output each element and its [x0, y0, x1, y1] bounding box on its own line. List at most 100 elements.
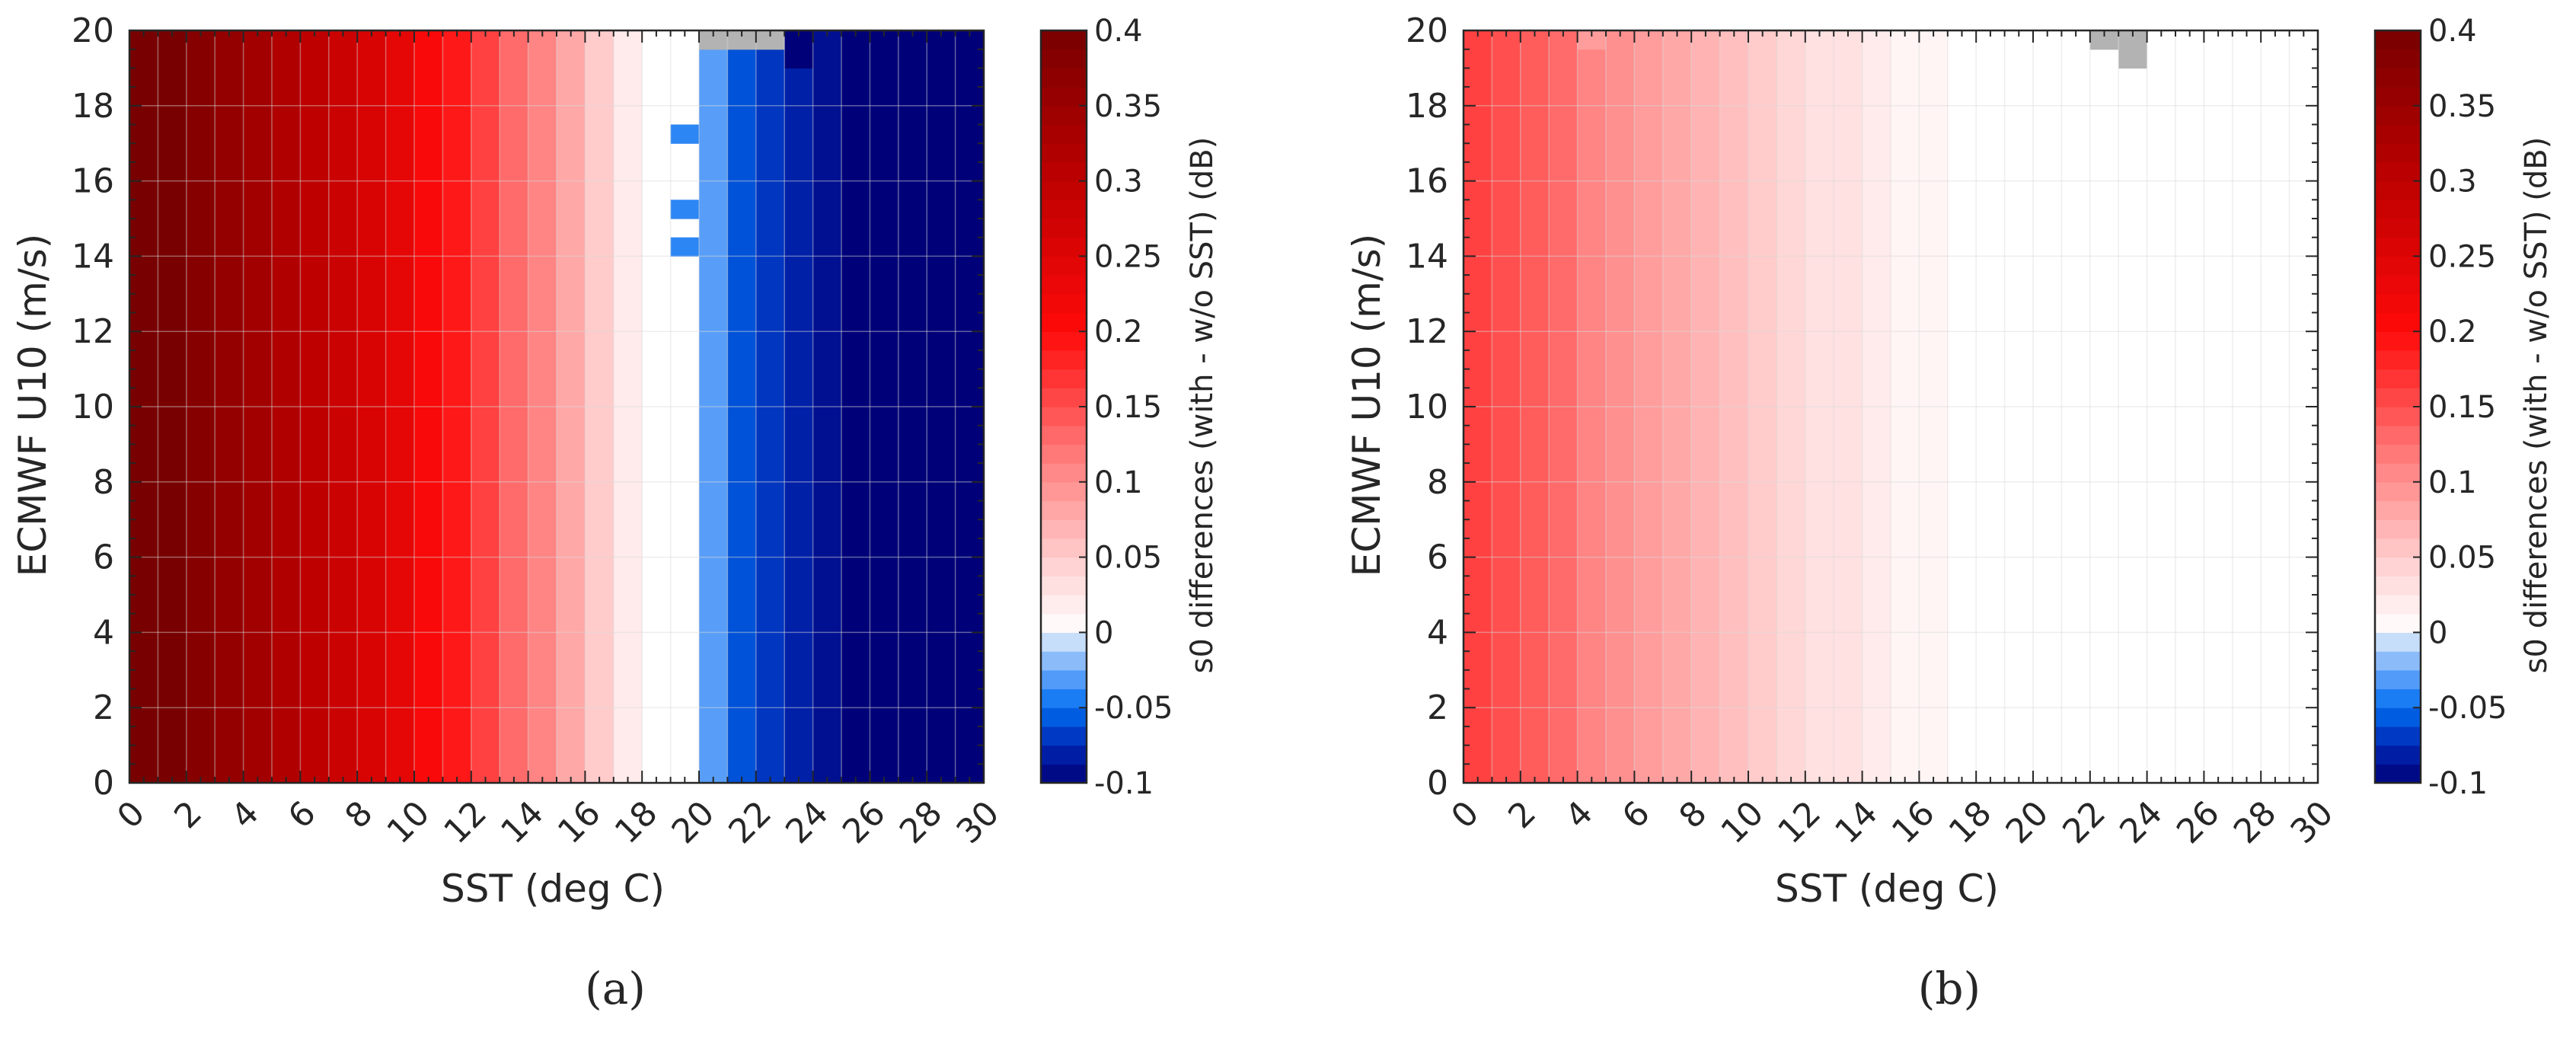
colorbar-segment — [1041, 312, 1087, 332]
colorbar-tick-label: 0.3 — [2428, 164, 2477, 200]
heatmap-column — [927, 30, 956, 783]
y-tick-label: 14 — [72, 237, 114, 276]
x-tick-label: 12 — [1770, 794, 1828, 851]
colorbar-segment — [1041, 200, 1087, 219]
heatmap-column — [1776, 30, 1806, 783]
y-axis-ticks: 0 2 4 6 8 10 12 14 16 18 20 — [72, 11, 114, 803]
heatmap-column — [699, 30, 728, 783]
y-tick-label: 20 — [1406, 11, 1448, 50]
colorbar-segment — [1041, 538, 1087, 558]
heatmap-column — [186, 30, 215, 783]
heatmap-column — [442, 30, 472, 783]
x-axis-label: SST (deg C) — [441, 867, 665, 911]
plot-frame — [1462, 29, 2319, 784]
colorbar-segment — [2375, 68, 2421, 88]
colorbar-segment — [1041, 613, 1087, 633]
plot-frame — [128, 29, 985, 784]
colorbar-segment — [2375, 500, 2421, 520]
colorbar-segment — [1041, 219, 1087, 238]
x-tick-label: 30 — [2284, 794, 2341, 851]
heatmap-column — [1606, 30, 1635, 783]
colorbar-ticks: -0.1 -0.05 0 0.05 0.1 0.15 0.2 0.25 0.3 0.35 0.4 — [2413, 14, 2507, 801]
colorbar-ticks: -0.1 -0.05 0 0.05 0.1 0.15 0.2 0.25 0.3 0.35 0.4 — [1079, 14, 1173, 801]
colorbar-segment — [2375, 331, 2421, 351]
no-data-cell — [2118, 49, 2147, 69]
heatmap-column — [1919, 30, 1949, 783]
colorbar-tick-label: 0.05 — [1094, 541, 1162, 576]
colorbar-segment — [1041, 595, 1087, 615]
colorbar-tick-label: 0.25 — [1094, 239, 1162, 274]
x-tick-label: 12 — [436, 794, 494, 851]
colorbar-segment — [2375, 200, 2421, 219]
colorbar-segment — [2375, 613, 2421, 633]
colorbar-segment — [1041, 632, 1087, 652]
colorbar-tick-label: 0.25 — [2428, 239, 2496, 274]
x-tick-label: 28 — [2226, 794, 2284, 851]
y-tick-label: 4 — [1427, 613, 1448, 652]
x-tick-label: 6 — [1615, 794, 1658, 836]
y-axis-ticks: 0 2 4 6 8 10 12 14 16 18 20 — [1406, 11, 1448, 803]
heatmap-column — [841, 30, 870, 783]
heatmap-cells — [1464, 30, 2319, 783]
colorbar-segment — [2375, 481, 2421, 502]
y-tick-label: 2 — [93, 688, 114, 727]
colorbar-segment — [2375, 407, 2421, 426]
y-axis-label: ECMWF U10 (m/s) — [11, 234, 55, 576]
colorbar-tick-label: -0.1 — [2428, 766, 2488, 801]
heatmap-column — [158, 30, 187, 783]
colorbar-segment — [1041, 576, 1087, 596]
x-tick-label: 14 — [493, 794, 551, 851]
heatmap-column — [1520, 30, 1550, 783]
colorbar-segment — [2375, 764, 2421, 784]
heatmap-column — [1834, 30, 1863, 783]
y-tick-label: 2 — [1427, 688, 1448, 727]
heatmap-column — [1549, 30, 1578, 783]
x-tick-label: 22 — [2055, 794, 2113, 851]
x-tick-label: 4 — [224, 794, 267, 836]
heatmap-column — [1862, 30, 1891, 783]
heatmap-column — [812, 30, 842, 783]
colorbar-segment — [1041, 87, 1087, 107]
heatmap-column — [2175, 30, 2204, 783]
colorbar-segment — [1041, 49, 1087, 69]
colorbar-tick-label: 0 — [1094, 615, 1113, 650]
y-tick-label: 12 — [1406, 312, 1448, 351]
colorbar-tick-label: 0.4 — [2428, 14, 2477, 49]
colorbar-tick-label: -0.05 — [2428, 691, 2507, 726]
colorbar-tick-label: -0.1 — [1094, 766, 1154, 801]
colorbar-segment — [2375, 688, 2421, 708]
colorbar-segment — [2375, 444, 2421, 464]
colorbar-segment — [2375, 237, 2421, 257]
colorbar-segment — [2375, 293, 2421, 314]
y-tick-label: 20 — [72, 11, 114, 50]
heatmap-column — [784, 30, 814, 783]
colorbar-segment — [1041, 519, 1087, 539]
colorbar-segment — [2375, 557, 2421, 576]
colorbar-segment — [2375, 49, 2421, 69]
heatmap-column — [585, 30, 614, 783]
heatmap-column — [2061, 30, 2091, 783]
colorbar-segment — [2375, 87, 2421, 107]
heatmap-cells — [129, 30, 985, 783]
heatmap-column — [414, 30, 443, 783]
heatmap-column — [215, 30, 244, 783]
x-tick-label: 28 — [892, 794, 950, 851]
colorbar-segment — [1041, 764, 1087, 784]
x-tick-label: 24 — [778, 794, 836, 851]
x-tick-label: 10 — [380, 794, 438, 851]
colorbar-segment — [1041, 557, 1087, 576]
colorbar-segment — [1041, 726, 1087, 746]
heatmap-column — [272, 30, 301, 783]
y-tick-label: 10 — [72, 388, 114, 426]
panel-a: 0 2 4 6 8 10 12 14 16 18 20 22 24 26 28 30 024681012141… — [11, 11, 1220, 1014]
heatmap-column — [1891, 30, 1920, 783]
colorbar-segment — [2375, 463, 2421, 483]
heatmap-column — [385, 30, 415, 783]
colorbar-label: s0 differences (with - w/o SST) (dB) — [1185, 137, 1220, 674]
y-tick-label: 14 — [1406, 237, 1448, 276]
heatmap-column — [328, 30, 358, 783]
heatmap-column — [2147, 30, 2176, 783]
heatmap-cell — [670, 124, 699, 144]
y-tick-label: 6 — [93, 538, 114, 577]
